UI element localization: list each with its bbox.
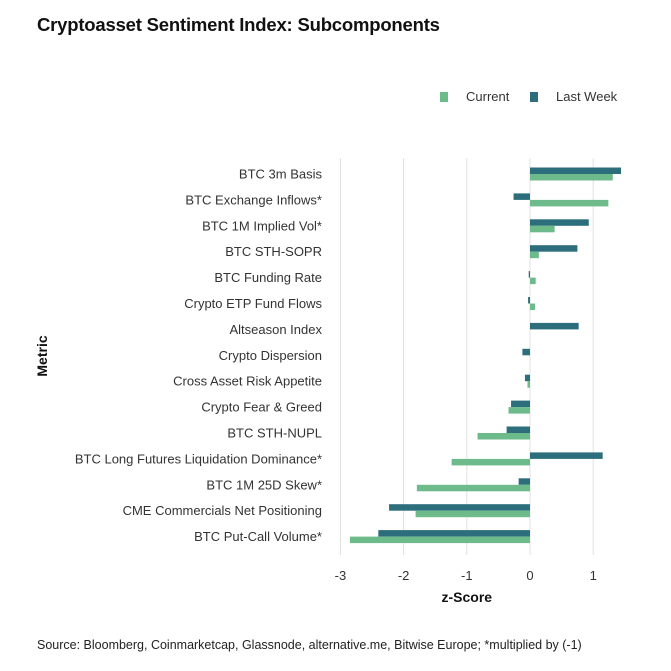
- category-label: BTC 1M 25D Skew*: [206, 477, 322, 492]
- x-tick-label: -1: [461, 568, 473, 583]
- bar-last-week: [513, 193, 530, 200]
- bar-current: [530, 277, 536, 285]
- category-label: BTC STH-SOPR: [225, 244, 322, 259]
- bar-current: [527, 381, 530, 388]
- bar-last-week: [530, 219, 589, 226]
- bar-last-week: [530, 322, 579, 330]
- bar-chart: -3 -2 -1 0 1 BTC 3m Basis BTC Exchange Inflows…: [34, 158, 622, 605]
- category-label: BTC 3m Basis: [239, 167, 323, 182]
- chart-title: Cryptoasset Sentiment Index: Subcomponen…: [37, 14, 440, 35]
- bar-last-week: [528, 297, 530, 304]
- category-label: Cross Asset Risk Appetite: [173, 374, 322, 389]
- bar-current: [530, 303, 536, 310]
- category-label: BTC Exchange Inflows*: [185, 192, 322, 207]
- x-tick-label: 1: [590, 568, 597, 583]
- legend-swatch-last-week: [530, 92, 538, 102]
- x-axis-title: z-Score: [442, 589, 493, 605]
- bar-last-week: [506, 426, 530, 433]
- bar-current: [530, 225, 555, 233]
- bar-last-week: [530, 245, 578, 252]
- bar-current: [530, 251, 539, 259]
- bar-current: [349, 536, 530, 544]
- bar-current: [451, 458, 530, 466]
- legend-label-current: Current: [466, 89, 510, 104]
- bar-current: [530, 199, 609, 207]
- bar-last-week: [524, 374, 530, 382]
- category-label: Altseason Index: [229, 322, 322, 337]
- category-label: CME Commercials Net Positioning: [123, 503, 322, 518]
- bar-last-week: [522, 348, 530, 356]
- bar-current: [415, 510, 530, 518]
- bar-last-week: [530, 452, 603, 459]
- category-label: BTC 1M Implied Vol*: [202, 218, 322, 233]
- bar-last-week: [511, 400, 530, 408]
- bar-last-week: [530, 167, 622, 174]
- category-label: Crypto Dispersion: [219, 348, 322, 363]
- bar-last-week: [378, 530, 530, 537]
- category-label: BTC STH-NUPL: [227, 426, 322, 441]
- bar-last-week: [389, 504, 530, 511]
- x-tick-label: -2: [398, 568, 410, 583]
- bar-current: [508, 407, 530, 414]
- bar-current: [530, 174, 613, 181]
- legend-label-last-week: Last Week: [556, 89, 618, 104]
- bar-last-week: [528, 271, 530, 278]
- bar-current: [416, 484, 530, 492]
- source-note: Source: Bloomberg, Coinmarketcap, Glassn…: [37, 638, 582, 652]
- bar-last-week: [518, 478, 530, 485]
- category-label: Crypto Fear & Greed: [201, 400, 322, 415]
- x-tick-label: -3: [335, 568, 347, 583]
- category-label: Crypto ETP Fund Flows: [184, 296, 322, 311]
- category-label: BTC Put-Call Volume*: [194, 529, 322, 544]
- category-label: BTC Funding Rate: [214, 270, 322, 285]
- y-axis-title: Metric: [34, 335, 50, 376]
- x-tick-label: 0: [526, 568, 533, 583]
- category-label: BTC Long Futures Liquidation Dominance*: [75, 451, 322, 466]
- bar-current: [477, 433, 530, 440]
- legend-swatch-current: [440, 92, 448, 102]
